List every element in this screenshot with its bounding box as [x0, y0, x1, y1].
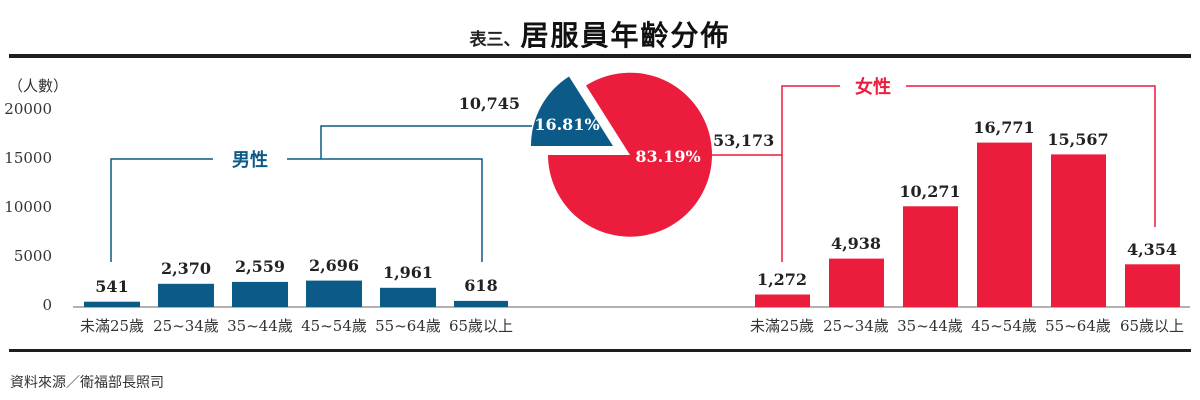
bar-value: 2,696	[309, 256, 359, 275]
x-category-label: 25~34歲	[823, 317, 889, 335]
bar-value: 618	[464, 276, 497, 295]
bar-female-65plus	[1125, 264, 1180, 307]
male-group-label: 男性	[232, 149, 268, 171]
x-category-label: 65歲以上	[1120, 317, 1184, 335]
bar-female-55-64	[1051, 154, 1106, 307]
chart-title-prefix: 表三、	[469, 30, 521, 50]
bar-male-45-54	[306, 280, 362, 307]
bar-male-under25	[84, 301, 140, 307]
y-tick: 5000	[13, 247, 52, 265]
bar-male-35-44	[232, 281, 288, 307]
chart-title: 表三、居服員年齡分佈	[0, 14, 1200, 54]
pie-female-total: 53,173	[713, 131, 774, 150]
bar-male-55-64	[380, 287, 436, 307]
pie-female-percent: 83.19%	[635, 147, 700, 166]
male-bracket	[110, 125, 532, 262]
x-category-label: 55~64歲	[375, 317, 441, 335]
male-bars	[84, 280, 508, 307]
chart-title-main: 居服員年齡分佈	[520, 19, 731, 52]
x-category-label: 35~44歲	[227, 317, 293, 335]
x-category-label: 35~44歲	[897, 317, 963, 335]
pie-male-percent: 16.81%	[534, 115, 599, 134]
y-tick: 20000	[4, 100, 52, 118]
x-category-label: 65歲以上	[449, 317, 513, 335]
x-category-label: 未滿25歲	[80, 317, 144, 335]
x-category-label: 25~34歲	[153, 317, 219, 335]
bar-value: 10,271	[899, 182, 960, 201]
pie-male-total: 10,745	[459, 94, 520, 113]
bar-female-25-34	[829, 258, 884, 307]
y-axis-unit-label: （人數）	[8, 77, 69, 95]
bar-male-25-34	[158, 283, 214, 307]
pie-slice-female	[548, 72, 712, 237]
bar-female-45-54	[977, 142, 1032, 307]
bottom-rule	[9, 349, 1191, 352]
bar-value: 15,567	[1047, 130, 1108, 149]
bar-value: 1,961	[383, 263, 433, 282]
x-category-label: 未滿25歲	[750, 317, 814, 335]
bar-value: 541	[95, 277, 128, 296]
bar-value: 4,354	[1127, 240, 1177, 259]
bar-male-65plus	[454, 300, 508, 307]
bar-value: 16,771	[973, 118, 1034, 137]
bar-female-35-44	[903, 206, 958, 307]
x-category-label: 45~54歲	[301, 317, 367, 335]
y-tick: 15000	[4, 149, 52, 167]
female-bracket	[710, 85, 1156, 262]
source-note: 資料來源／衛福部長照司	[10, 375, 164, 391]
bar-value: 2,559	[235, 257, 285, 276]
x-category-label: 45~54歲	[971, 317, 1037, 335]
female-group-label: 女性	[855, 76, 891, 98]
pie-slice-male	[530, 76, 613, 146]
female-bars	[755, 142, 1180, 307]
top-rule	[9, 54, 1191, 58]
bar-value: 2,370	[161, 259, 211, 278]
x-category-label: 55~64歲	[1045, 317, 1111, 335]
y-tick: 10000	[4, 198, 52, 216]
y-tick: 0	[42, 296, 52, 314]
bar-female-under25	[755, 294, 810, 307]
bar-value: 4,938	[831, 234, 881, 253]
bar-value: 1,272	[757, 270, 807, 289]
